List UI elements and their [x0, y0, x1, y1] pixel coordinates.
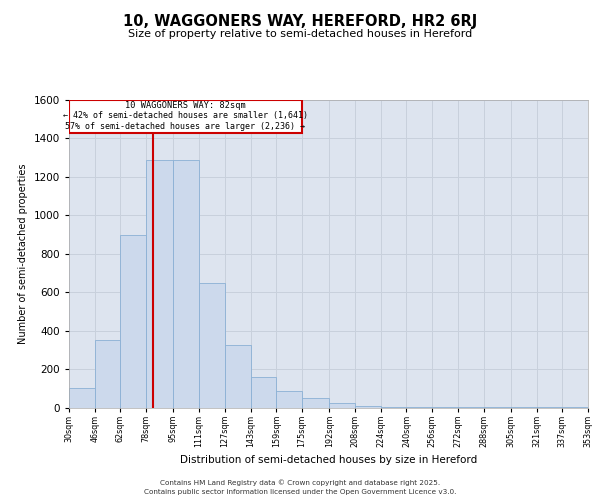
Bar [251, 377, 276, 408]
Y-axis label: Number of semi-detached properties: Number of semi-detached properties [18, 164, 28, 344]
Bar [121, 234, 146, 408]
Bar [69, 388, 95, 407]
Text: 57% of semi-detached houses are larger (2,236) →: 57% of semi-detached houses are larger (… [65, 122, 305, 130]
Text: Size of property relative to semi-detached houses in Hereford: Size of property relative to semi-detach… [128, 29, 472, 39]
Bar [276, 391, 302, 407]
Bar [355, 406, 381, 407]
Text: ← 42% of semi-detached houses are smaller (1,641): ← 42% of semi-detached houses are smalle… [63, 112, 308, 120]
Bar [381, 406, 406, 408]
Bar [406, 406, 432, 408]
Bar [95, 340, 121, 407]
Text: 10 WAGGONERS WAY: 82sqm: 10 WAGGONERS WAY: 82sqm [125, 101, 246, 110]
Text: 10, WAGGONERS WAY, HEREFORD, HR2 6RJ: 10, WAGGONERS WAY, HEREFORD, HR2 6RJ [123, 14, 477, 29]
X-axis label: Distribution of semi-detached houses by size in Hereford: Distribution of semi-detached houses by … [180, 456, 477, 466]
Text: Contains HM Land Registry data © Crown copyright and database right 2025.: Contains HM Land Registry data © Crown c… [160, 480, 440, 486]
Bar [146, 160, 173, 408]
Bar [199, 282, 225, 408]
Bar [432, 407, 458, 408]
Bar [329, 402, 355, 407]
Bar [69, 100, 302, 132]
Text: Contains public sector information licensed under the Open Government Licence v3: Contains public sector information licen… [144, 489, 456, 495]
Bar [225, 345, 251, 408]
Bar [302, 398, 329, 407]
Bar [173, 160, 199, 408]
